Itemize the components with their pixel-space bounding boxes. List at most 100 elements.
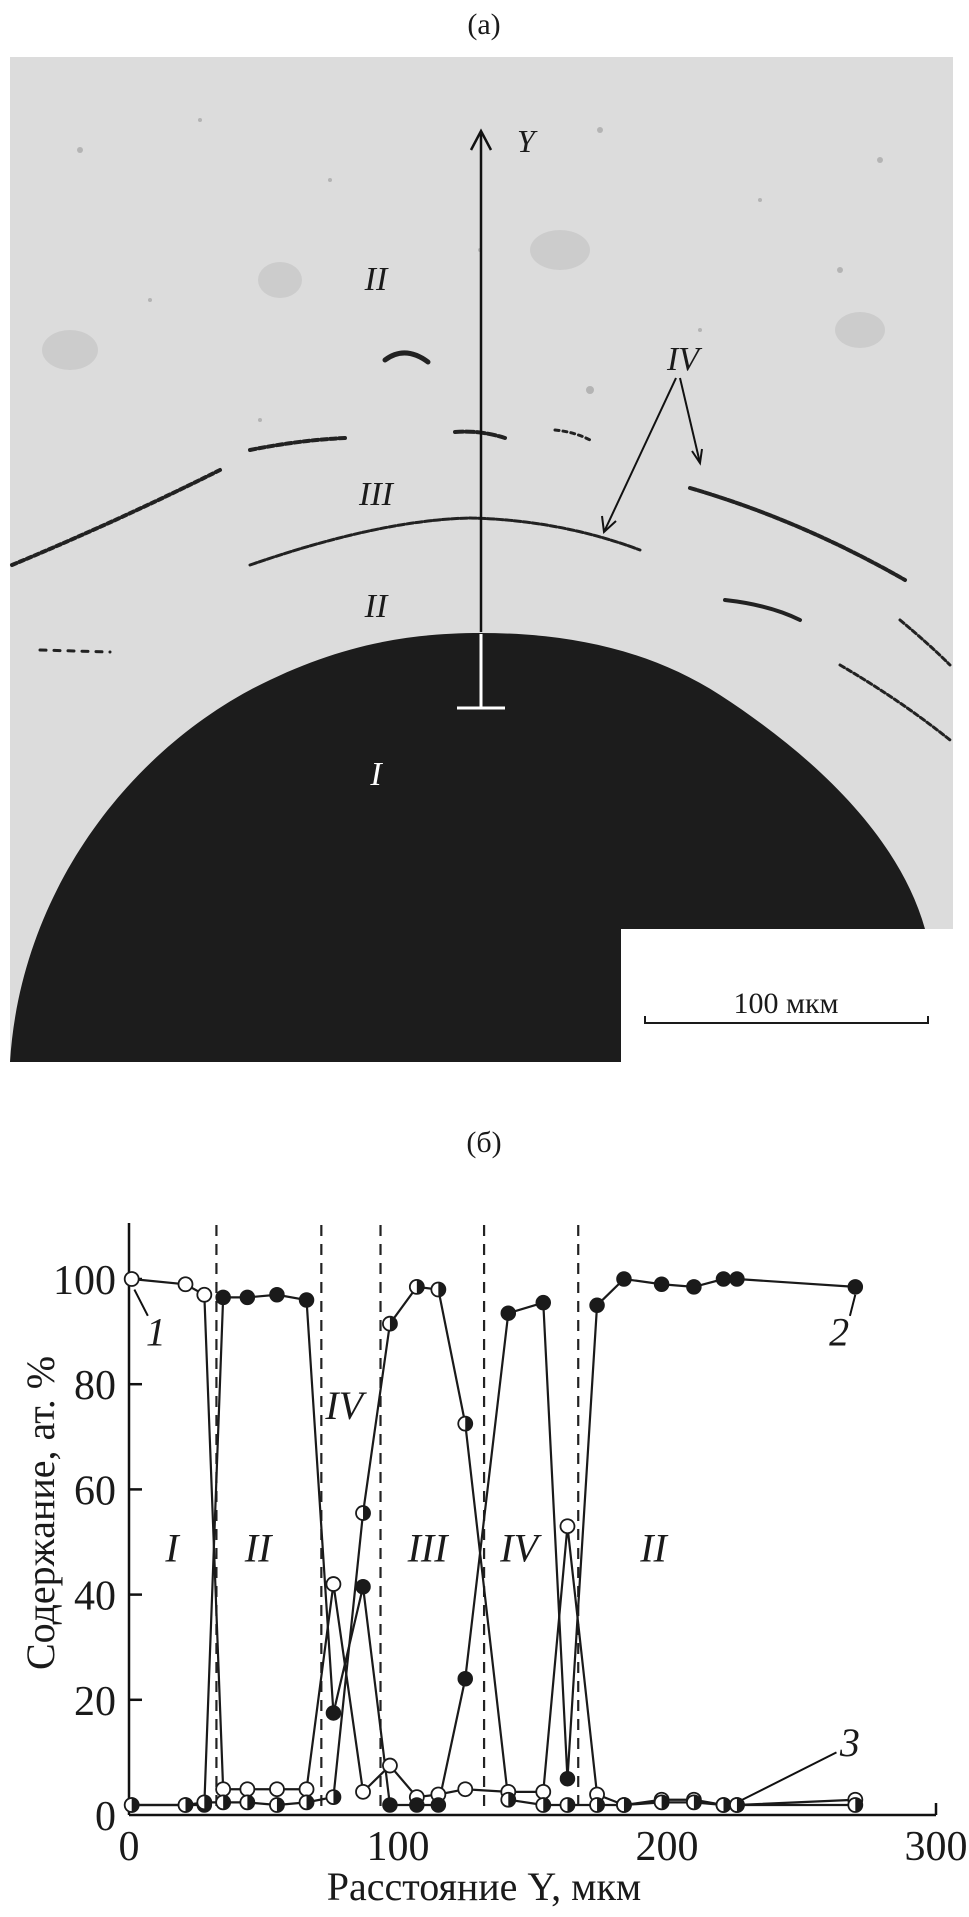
- point-half-fill: [333, 1790, 341, 1805]
- series-3-label: 3: [839, 1720, 860, 1765]
- particle-region-i: [10, 633, 925, 1062]
- series-3-point: [457, 1415, 474, 1432]
- x-tick-label: 200: [636, 1824, 699, 1870]
- series-2-point: [616, 1271, 632, 1287]
- series-3-point: [535, 1797, 552, 1813]
- iv-bands: [10, 350, 952, 742]
- region-label-ii-bottom: II: [364, 588, 389, 625]
- series-3-line: [131, 1285, 856, 1807]
- region-label-iii: III: [358, 476, 395, 513]
- series-3-point: [269, 1797, 285, 1813]
- y-tick-label: 20: [74, 1679, 116, 1725]
- series-3-point: [430, 1281, 447, 1298]
- point-half-fill: [661, 1795, 669, 1810]
- series-2-leader: [848, 1294, 857, 1317]
- x-tick-label: 100: [367, 1824, 430, 1870]
- series-1-point: [215, 1781, 232, 1798]
- series-2-point: [298, 1292, 315, 1308]
- point-half-fill: [247, 1795, 255, 1810]
- point-half-fill: [855, 1798, 863, 1812]
- point-half-fill: [567, 1798, 575, 1812]
- point-half-fill: [465, 1416, 473, 1431]
- series-3-point: [500, 1791, 517, 1808]
- series-3-point: [686, 1794, 702, 1811]
- scale-bar-label: 100 мкм: [733, 987, 838, 1020]
- point-half-fill: [416, 1279, 424, 1294]
- series-1-point: [123, 1271, 140, 1287]
- series-2-point: [715, 1271, 732, 1287]
- region-label: II: [639, 1525, 668, 1570]
- series-3-point: [123, 1797, 140, 1813]
- series-3-point: [559, 1797, 576, 1813]
- series-1-line: [131, 1277, 856, 1807]
- region-label-iv: IV: [666, 341, 703, 378]
- point-half-fill: [508, 1792, 516, 1807]
- scale-bar: [644, 1016, 929, 1024]
- y-tick-label: 100: [53, 1258, 116, 1304]
- series-1-label: 1: [146, 1310, 166, 1355]
- series-2-line: [131, 1277, 856, 1807]
- series-2-point: [686, 1279, 702, 1295]
- series-1-leader: [133, 1289, 149, 1317]
- y-tick-label: 0: [95, 1794, 116, 1840]
- region-label-i: I: [369, 756, 383, 793]
- series-2-point: [457, 1671, 473, 1687]
- point-half-fill: [306, 1795, 314, 1810]
- series-3-point: [382, 1315, 398, 1332]
- series-3-leader: [741, 1751, 837, 1801]
- series-1-point: [196, 1286, 213, 1303]
- point-half-fill: [543, 1798, 551, 1812]
- point-half-fill: [389, 1316, 397, 1331]
- point-half-fill: [438, 1282, 446, 1297]
- region-label: IV: [499, 1525, 542, 1570]
- region-label: I: [164, 1525, 180, 1570]
- scale-bar-box: [621, 929, 953, 1062]
- region-label: IV: [324, 1383, 367, 1428]
- series-1-point: [559, 1518, 576, 1535]
- point-half-fill: [736, 1798, 744, 1812]
- y-tick-label: 60: [74, 1468, 116, 1514]
- point-half-fill: [363, 1506, 371, 1521]
- x-tick-label: 300: [905, 1824, 968, 1870]
- point-half-fill: [185, 1798, 193, 1812]
- series-2-point: [847, 1279, 864, 1295]
- series-3-point: [177, 1797, 194, 1813]
- series-3-point: [215, 1794, 232, 1811]
- point-half-fill: [623, 1798, 631, 1812]
- series-2-point: [269, 1287, 285, 1303]
- micrograph-speckles: [42, 118, 885, 422]
- series-1-point: [239, 1781, 256, 1798]
- series-1-point: [382, 1757, 398, 1774]
- region-label-ii-top: II: [364, 261, 389, 298]
- series-3-point: [589, 1797, 605, 1813]
- series-3-point: [616, 1797, 632, 1813]
- y-tick-label: 80: [74, 1363, 116, 1409]
- series-3-point: [653, 1794, 670, 1811]
- series-3-point: [298, 1794, 315, 1811]
- point-half-fill: [131, 1798, 139, 1812]
- panel-a-label: (a): [467, 8, 500, 41]
- point-half-fill: [597, 1798, 605, 1812]
- point-half-fill: [723, 1798, 731, 1812]
- x-axis-title: Расстояние Y, мкм: [327, 1864, 641, 1909]
- series-3-point: [355, 1505, 371, 1521]
- series-2-point: [500, 1305, 517, 1321]
- point-half-fill: [204, 1795, 212, 1810]
- series-3-point: [715, 1797, 732, 1813]
- series-2-point: [382, 1797, 398, 1813]
- series-2-point: [239, 1289, 256, 1306]
- series-2-label: 2: [829, 1310, 849, 1355]
- series-2-point: [535, 1294, 552, 1311]
- point-half-fill: [223, 1795, 231, 1810]
- series-3-point: [239, 1794, 256, 1811]
- series-2-point: [430, 1797, 447, 1813]
- series-2-point: [215, 1289, 231, 1306]
- series-1-point: [457, 1781, 474, 1798]
- series-1-point: [269, 1781, 285, 1798]
- series-2-point: [409, 1797, 425, 1813]
- y-axis-label-a: Y: [517, 123, 538, 159]
- series-1-point: [177, 1276, 194, 1293]
- x-tick-label: 0: [119, 1824, 140, 1870]
- series-3-point: [847, 1797, 864, 1813]
- series-3-point: [196, 1794, 213, 1811]
